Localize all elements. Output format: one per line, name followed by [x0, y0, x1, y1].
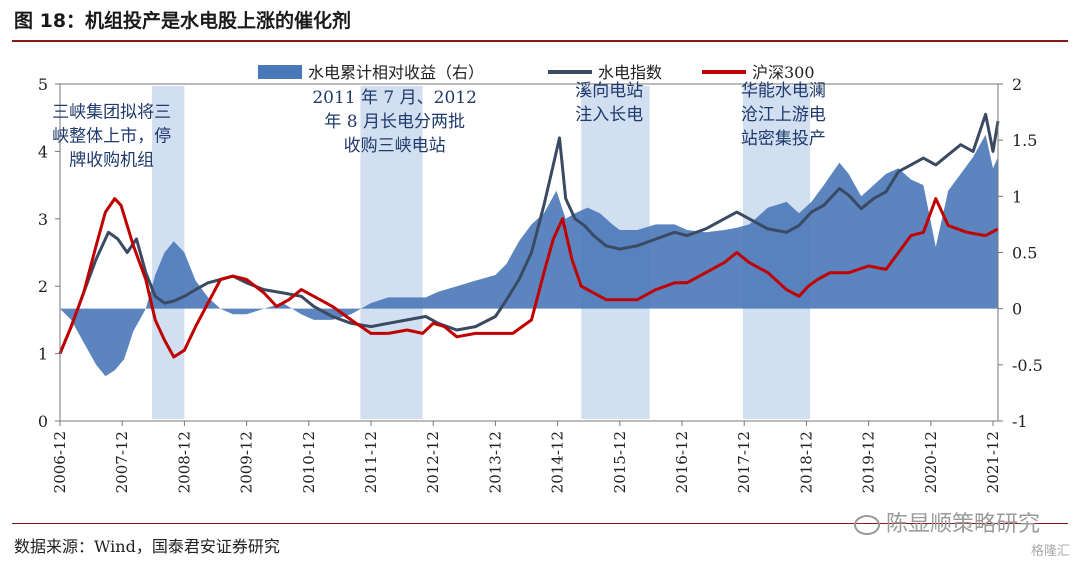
annotation-1-line: 三峡集团拟将三 — [52, 103, 171, 123]
x-tick-label: 2007-12 — [113, 431, 131, 493]
watermark-text: 陈显顺策略研究 — [885, 512, 1040, 537]
y-left-tick-label: 1 — [38, 345, 48, 364]
index-lines — [58, 112, 1000, 359]
x-tick-label: 2011-12 — [362, 431, 380, 493]
x-tick-label: 2017-12 — [735, 431, 753, 493]
annotation-1-line: 峡整体上市，停 — [52, 127, 171, 147]
figure-title: 图 18：机组投产是水电股上涨的催化剂 — [14, 10, 352, 32]
annotation-1-line: 牌收购机组 — [69, 151, 154, 171]
x-tick-label: 2012-12 — [424, 431, 442, 493]
y-left-tick-label: 2 — [38, 277, 48, 296]
x-tick-label: 2020-12 — [922, 431, 940, 493]
y-right-tick-label: 2 — [1012, 75, 1022, 94]
bottom-rule — [12, 523, 1068, 524]
x-tick-label: 2019-12 — [860, 431, 878, 493]
y-left-tick-label: 4 — [38, 142, 48, 161]
legend-label: 水电累计相对收益（右） — [308, 63, 484, 82]
legend-label: 水电指数 — [598, 63, 662, 82]
legend-label: 沪深300 — [752, 63, 815, 82]
annotation-4-line: 站密集投产 — [741, 129, 826, 149]
x-tick-label: 2021-12 — [984, 431, 1002, 493]
x-tick-label: 2014-12 — [549, 431, 567, 493]
x-tick-label: 2009-12 — [238, 431, 256, 493]
y-right-tick-label: -1 — [1012, 412, 1028, 431]
y-right-tick-label: -0.5 — [1012, 356, 1043, 375]
x-tick-label: 2013-12 — [486, 431, 504, 493]
annotation-2-line: 2011 年 7 月、2012 — [312, 88, 477, 108]
hydro-index-line — [58, 112, 1000, 355]
y-right-tick-label: 0 — [1012, 300, 1022, 319]
source-note: 数据来源：Wind，国泰君安证券研究 — [14, 537, 280, 556]
watermark-gelonghui: 格隆汇 — [1030, 544, 1070, 559]
x-tick-label: 2008-12 — [175, 431, 193, 493]
y-left-tick-label: 5 — [38, 75, 48, 94]
y-left-tick-label: 3 — [38, 210, 48, 229]
csi300-line — [58, 197, 999, 359]
x-tick-label: 2018-12 — [797, 431, 815, 493]
watermark: 陈显顺策略研究 — [853, 506, 1040, 538]
axes: 0 1 2 3 4 5 -1 -0.5 0 0.5 1 1.5 2 2006-12 2007-12 2008-… — [38, 75, 1043, 493]
title-rule — [12, 40, 1068, 42]
annotation-2-line: 收购三峡电站 — [344, 136, 446, 156]
annotation-4-line: 沧江上游电 — [741, 105, 826, 125]
annotation-3-line: 溪向电站 — [575, 81, 643, 101]
annotation-2-line: 年 8 月长电分两批 — [324, 112, 465, 132]
legend: 水电累计相对收益（右） 水电指数 沪深300 — [258, 63, 815, 82]
x-tick-label: 2015-12 — [611, 431, 629, 493]
shaded-period-2 — [360, 86, 423, 419]
annotation-3-line: 注入长电 — [575, 105, 643, 125]
y-right-tick-label: 1 — [1012, 187, 1022, 206]
y-right-tick-label: 1.5 — [1012, 131, 1037, 150]
y-right-tick-label: 0.5 — [1012, 244, 1037, 263]
x-tick-label: 2010-12 — [300, 431, 318, 493]
annotation-4-line: 华能水电澜 — [741, 81, 826, 101]
x-tick-label: 2006-12 — [51, 431, 69, 493]
x-tick-label: 2016-12 — [673, 431, 691, 493]
y-left-tick-label: 0 — [38, 412, 48, 431]
legend-swatch-area — [258, 65, 302, 79]
wechat-icon — [853, 515, 880, 535]
